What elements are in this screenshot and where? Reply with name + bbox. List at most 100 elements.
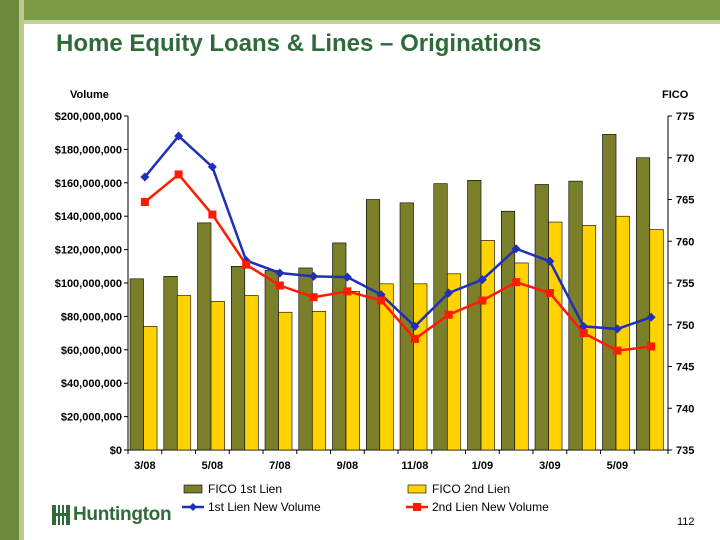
x-axis-tick-label: 11/08 bbox=[401, 460, 428, 472]
page-number: 112 bbox=[677, 516, 695, 528]
1st-lien-volume-marker bbox=[646, 312, 656, 322]
2nd-lien-volume-marker bbox=[174, 170, 183, 179]
fico-2nd-lien-bar bbox=[649, 229, 664, 451]
2nd-lien-volume-marker bbox=[275, 281, 284, 290]
left-axis-tick-label: $20,000,000 bbox=[61, 412, 122, 424]
fico-2nd-lien-bar bbox=[413, 283, 428, 451]
2nd-lien-volume-line bbox=[144, 172, 652, 352]
2nd-lien-volume-marker bbox=[444, 310, 453, 319]
1st-lien-volume-marker bbox=[477, 275, 487, 285]
fico-1st-lien-bar bbox=[230, 265, 246, 451]
fico-1st-lien-bar bbox=[197, 222, 212, 451]
right-axis-tick-label: 765 bbox=[676, 195, 694, 207]
1st-lien-volume-marker bbox=[444, 288, 454, 298]
2nd-lien-volume-marker bbox=[410, 334, 419, 343]
legend-label: 2nd Lien New Volume bbox=[432, 500, 549, 514]
1st-lien-volume-marker bbox=[342, 272, 352, 282]
slide-title: Home Equity Loans & Lines – Originations bbox=[56, 30, 542, 57]
fico-2nd-lien-bar bbox=[446, 273, 462, 451]
left-stripe-accent bbox=[19, 0, 24, 540]
1st-lien-volume-marker bbox=[275, 268, 285, 278]
fico-2nd-lien-bar bbox=[244, 295, 259, 451]
left-axis-tick-label: $180,000,000 bbox=[55, 144, 122, 156]
2nd-lien-volume-marker bbox=[613, 346, 622, 355]
top-band-accent bbox=[24, 20, 720, 24]
2nd-lien-volume-marker bbox=[512, 278, 521, 287]
2nd-lien-volume-marker bbox=[140, 198, 149, 207]
fico-2nd-lien-bar bbox=[581, 225, 597, 451]
fico-2nd-lien-bar bbox=[548, 221, 563, 451]
2nd-lien-volume-marker bbox=[208, 210, 217, 219]
1st-lien-volume-marker bbox=[410, 321, 420, 331]
2nd-lien-volume-marker bbox=[478, 296, 487, 305]
1st-lien-volume-marker bbox=[207, 162, 217, 172]
fico-1st-lien-bar bbox=[129, 278, 144, 451]
1st-lien-volume-marker bbox=[174, 131, 184, 141]
legend-label: FICO 2nd Lien bbox=[432, 482, 510, 496]
2nd-lien-volume-marker bbox=[309, 293, 318, 302]
legend-label: FICO 1st Lien bbox=[208, 482, 282, 496]
x-axis-tick-label: 5/09 bbox=[607, 460, 628, 472]
fico-1st-lien-bar bbox=[332, 242, 347, 451]
right-axis-tick-label: 745 bbox=[676, 362, 694, 374]
x-axis-tick-label: 3/08 bbox=[134, 460, 155, 472]
legend-marker bbox=[189, 503, 197, 511]
fico-1st-lien-bar bbox=[264, 270, 279, 451]
right-axis-title: FICO bbox=[662, 89, 689, 101]
fico-1st-lien-bar bbox=[534, 184, 549, 451]
left-axis-title: Volume bbox=[70, 89, 109, 101]
logo-text: Huntington bbox=[73, 504, 172, 525]
1st-lien-volume-marker bbox=[511, 244, 521, 254]
fico-1st-lien-bar bbox=[500, 210, 516, 451]
1st-lien-volume-marker bbox=[140, 172, 150, 182]
left-axis-tick-label: $100,000,000 bbox=[55, 278, 122, 290]
x-axis-tick-label: 1/09 bbox=[472, 460, 493, 472]
x-axis-tick-label: 5/08 bbox=[202, 460, 223, 472]
left-axis-tick-label: $160,000,000 bbox=[55, 178, 122, 190]
legend-label: 1st Lien New Volume bbox=[208, 500, 321, 514]
1st-lien-volume-marker bbox=[612, 324, 622, 334]
fico-1st-lien-bar bbox=[467, 179, 482, 451]
right-axis-tick-label: 760 bbox=[676, 236, 694, 248]
fico-2nd-lien-bar bbox=[210, 301, 225, 451]
legend-swatch bbox=[183, 484, 203, 494]
2nd-lien-volume-marker bbox=[242, 260, 251, 269]
right-axis-tick-label: 750 bbox=[676, 320, 694, 332]
left-axis-tick-label: $40,000,000 bbox=[61, 378, 122, 390]
fico-1st-lien-bar bbox=[602, 134, 617, 451]
2nd-lien-volume-marker bbox=[579, 329, 588, 338]
fico-2nd-lien-bar bbox=[311, 311, 327, 451]
2nd-lien-volume-marker bbox=[377, 296, 386, 305]
fico-1st-lien-bar bbox=[568, 180, 583, 451]
huntington-logo-icon bbox=[52, 505, 70, 525]
right-axis-tick-label: 735 bbox=[676, 445, 694, 457]
x-axis-tick-label: 7/08 bbox=[269, 460, 290, 472]
1st-lien-volume-line bbox=[143, 134, 652, 331]
fico-2nd-lien-bar bbox=[615, 215, 630, 451]
left-axis-tick-label: $120,000,000 bbox=[55, 245, 122, 257]
left-axis-tick-label: $60,000,000 bbox=[61, 345, 122, 357]
2nd-lien-volume-marker bbox=[545, 289, 554, 298]
x-axis-tick-label: 3/09 bbox=[539, 460, 560, 472]
2nd-lien-volume-marker bbox=[343, 287, 352, 296]
left-axis-tick-label: $140,000,000 bbox=[55, 211, 122, 223]
legend-swatch bbox=[407, 484, 427, 494]
left-stripe bbox=[0, 0, 19, 540]
fico-2nd-lien-bar bbox=[278, 311, 293, 451]
fico-2nd-lien-bar bbox=[480, 240, 495, 451]
right-axis-tick-label: 755 bbox=[676, 278, 694, 290]
fico-2nd-lien-bar bbox=[514, 262, 529, 451]
right-axis-tick-label: 740 bbox=[676, 403, 694, 415]
fico-2nd-lien-bar bbox=[176, 295, 192, 451]
1st-lien-volume-marker bbox=[309, 271, 319, 281]
huntington-logo: Huntington bbox=[52, 504, 172, 526]
legend-marker bbox=[413, 503, 421, 511]
fico-1st-lien-bar bbox=[635, 157, 651, 451]
2nd-lien-volume-marker bbox=[647, 342, 656, 351]
fico-2nd-lien-bar bbox=[143, 326, 158, 451]
fico-2nd-lien-bar bbox=[379, 283, 394, 451]
x-axis-tick-label: 9/08 bbox=[337, 460, 358, 472]
fico-1st-lien-bar bbox=[365, 199, 381, 451]
left-axis-tick-label: $0 bbox=[110, 445, 122, 457]
